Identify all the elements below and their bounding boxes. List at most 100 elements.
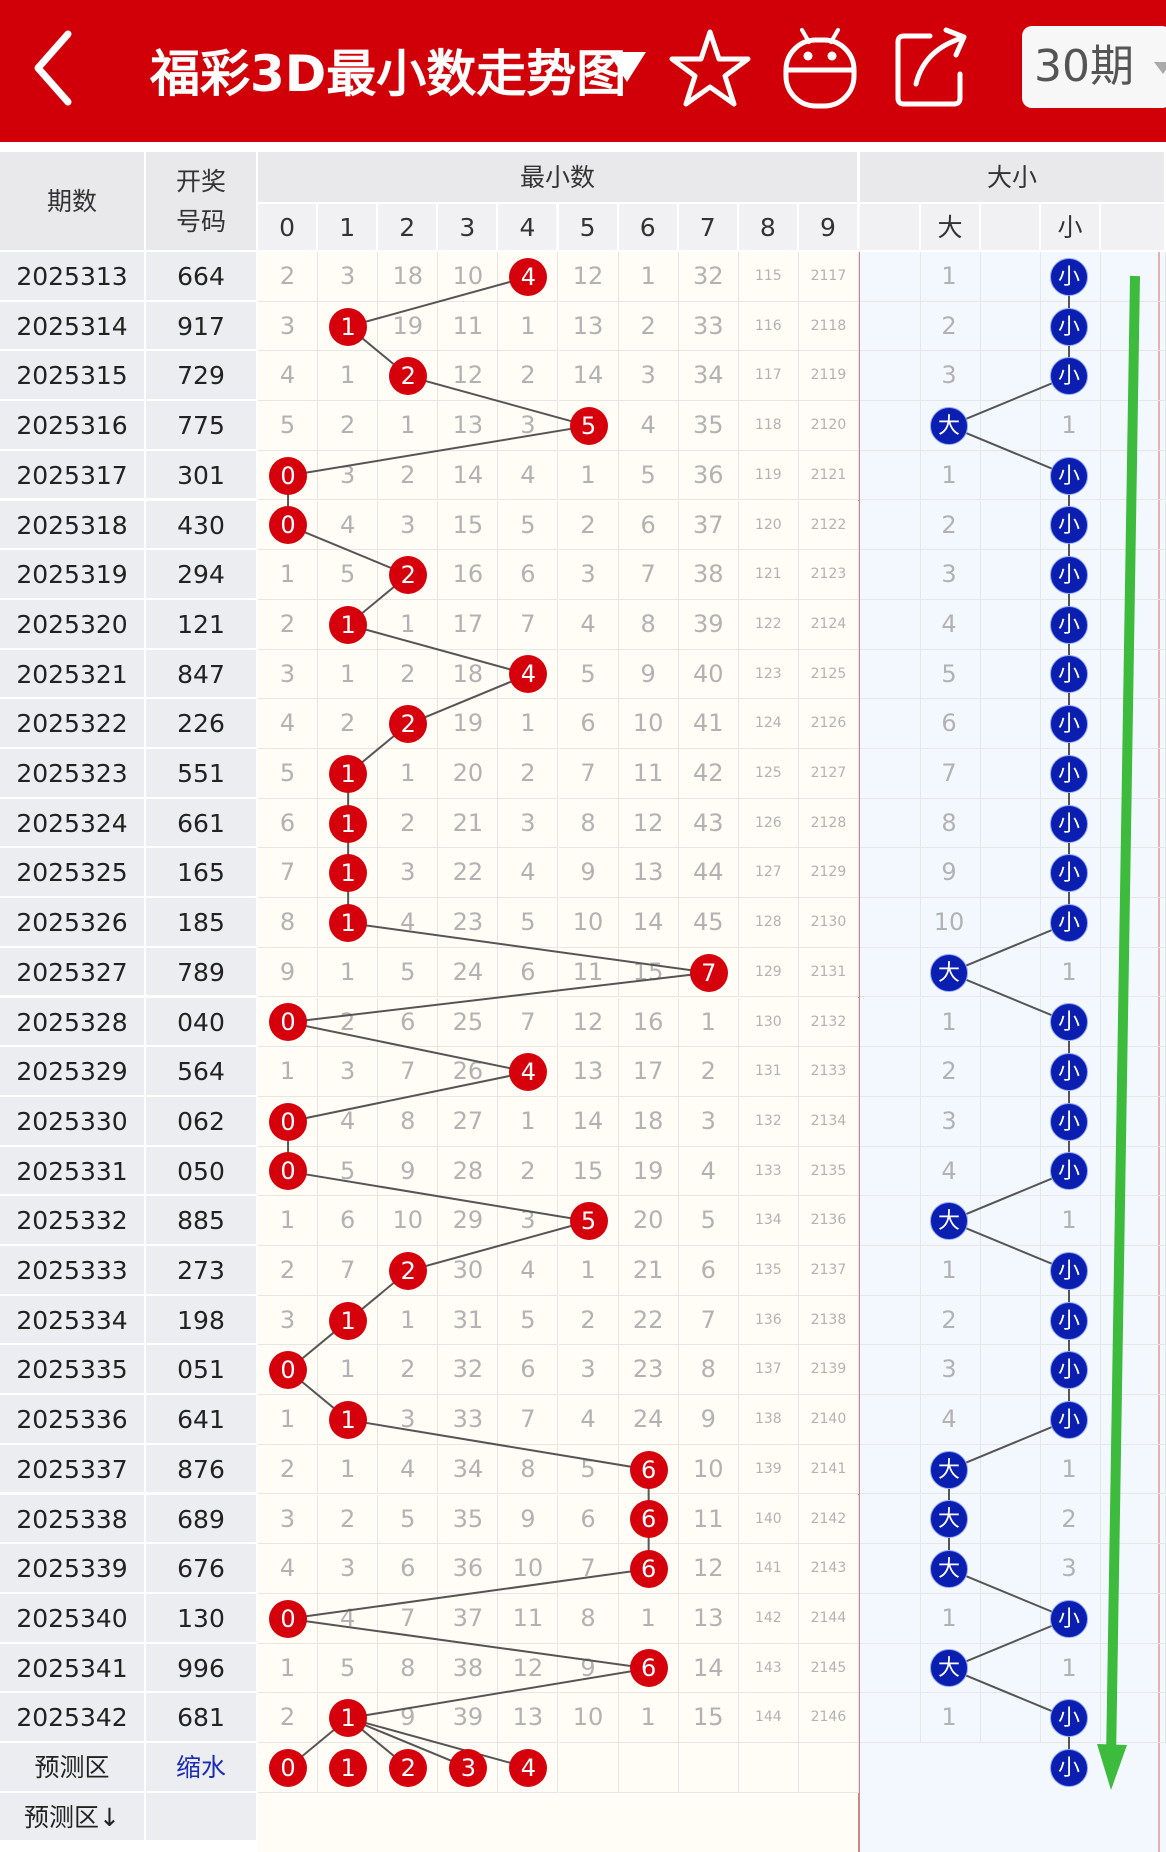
miss-cell: 3 — [378, 500, 439, 551]
miss-cell: 6 — [498, 1345, 559, 1396]
draw-cell: 273 — [146, 1246, 258, 1296]
miss-cell: 2 — [378, 1345, 439, 1396]
miss-cell: 137 — [738, 1345, 799, 1396]
miss-cell: 1 — [378, 1295, 439, 1346]
size-ball: 小 — [1050, 357, 1088, 396]
miss-cell: 2 — [378, 798, 439, 849]
size-cell — [860, 1593, 921, 1644]
size-cell — [1041, 401, 1101, 451]
miss-cell: 3 — [378, 1395, 439, 1445]
min-ball: 1 — [329, 307, 368, 346]
size-miss-cell: 7 — [941, 759, 957, 787]
forecast-shrink-link[interactable]: 缩水 — [146, 1743, 258, 1793]
miss-cell: 2133 — [798, 1047, 859, 1097]
miss-cell: 35 — [438, 1494, 499, 1545]
forecast-ball[interactable]: 1 — [329, 1748, 368, 1787]
size-cell — [1041, 550, 1101, 600]
forecast-size-ball[interactable]: 小 — [1050, 1748, 1088, 1787]
forecast-digit-cell[interactable] — [678, 1743, 739, 1793]
miss-cell: 139 — [738, 1444, 799, 1495]
size-ball: 小 — [1050, 257, 1088, 296]
miss-cell: 8 — [678, 1345, 739, 1396]
miss-cell: 5 — [318, 1146, 379, 1197]
miss-cell: 3 — [618, 351, 679, 402]
miss-cell: 7 — [318, 1246, 379, 1296]
size-cell — [1101, 1693, 1166, 1743]
miss-cell: 24 — [438, 947, 499, 998]
size-cell — [1041, 1494, 1101, 1545]
size-header-blank-2 — [981, 204, 1041, 252]
period-select[interactable]: 30期 — [1022, 26, 1166, 108]
miss-cell: 14 — [438, 450, 499, 501]
miss-cell: 134 — [738, 1196, 799, 1246]
group-min-header: 最小数 — [258, 152, 859, 204]
miss-cell: 2139 — [798, 1345, 859, 1396]
miss-cell: 2129 — [798, 848, 859, 899]
min-ball: 7 — [689, 953, 728, 992]
miss-cell: 38 — [438, 1643, 499, 1694]
forecast-digit-cell[interactable] — [618, 1743, 679, 1793]
android-icon[interactable] — [778, 22, 862, 112]
size-cell — [860, 749, 921, 799]
miss-cell: 1 — [258, 1395, 319, 1445]
miss-cell: 14 — [678, 1643, 739, 1694]
size-cell — [860, 1345, 921, 1396]
draw-cell: 775 — [146, 401, 258, 451]
star-icon[interactable] — [668, 22, 752, 112]
miss-cell: 36 — [438, 1544, 499, 1594]
forecast-digit-cell[interactable] — [738, 1743, 799, 1793]
dropdown-caret-icon[interactable] — [602, 46, 652, 86]
size-miss-cell: 6 — [941, 709, 957, 738]
miss-cell: 9 — [618, 649, 679, 700]
size-ball: 大 — [930, 406, 968, 445]
forecast-digit-cell[interactable] — [798, 1743, 859, 1793]
miss-cell: 4 — [318, 500, 379, 551]
draw-cell: 664 — [146, 252, 258, 302]
back-arrow-icon[interactable] — [28, 28, 78, 108]
forecast-digit-cell[interactable] — [558, 1743, 619, 1793]
miss-cell: 1 — [318, 1345, 379, 1396]
size-cell — [981, 947, 1041, 998]
miss-cell: 2 — [318, 1494, 379, 1545]
miss-cell: 2144 — [798, 1593, 859, 1644]
miss-cell: 20 — [618, 1196, 679, 1246]
miss-cell: 10 — [378, 1196, 439, 1246]
draw-cell: 885 — [146, 1196, 258, 1246]
draw-cell: 689 — [146, 1494, 258, 1545]
miss-cell: 1 — [678, 997, 739, 1048]
size-miss-cell: 4 — [941, 1156, 957, 1185]
miss-cell: 2121 — [798, 450, 859, 501]
miss-cell: 4 — [378, 1444, 439, 1495]
miss-cell: 130 — [738, 997, 799, 1048]
draw-cell: 876 — [146, 1444, 258, 1495]
issue-cell: 2025318 — [0, 500, 146, 551]
size-cell — [921, 252, 981, 302]
forecast-digit-cell[interactable] — [498, 1743, 559, 1793]
miss-cell: 17 — [618, 1047, 679, 1097]
miss-cell: 7 — [498, 1395, 559, 1445]
size-ball: 小 — [1050, 1053, 1088, 1092]
miss-cell: 30 — [438, 1246, 499, 1296]
forecast-draw-2 — [146, 1792, 258, 1843]
share-icon[interactable] — [890, 22, 974, 112]
forecast-ball[interactable]: 0 — [269, 1748, 308, 1787]
page-title[interactable]: 福彩3D最小数走势图 — [150, 45, 627, 103]
forecast-ball[interactable]: 2 — [389, 1748, 428, 1787]
miss-cell: 11 — [438, 301, 499, 352]
size-cell — [1101, 351, 1166, 402]
min-ball: 1 — [329, 754, 368, 793]
min-ball: 5 — [569, 406, 608, 445]
size-ball: 小 — [1050, 1599, 1088, 1638]
issue-cell: 2025332 — [0, 1196, 146, 1246]
digit-header-7: 7 — [678, 204, 739, 252]
forecast-ball[interactable]: 3 — [449, 1748, 488, 1787]
miss-cell: 24 — [618, 1395, 679, 1445]
miss-cell: 3 — [678, 1096, 739, 1147]
issue-cell: 2025335 — [0, 1345, 146, 1396]
miss-cell: 138 — [738, 1395, 799, 1445]
size-miss-cell: 1 — [1061, 957, 1077, 986]
size-cell — [921, 1494, 981, 1545]
miss-cell: 2 — [558, 500, 619, 551]
issue-cell: 2025326 — [0, 898, 146, 948]
size-cell — [1101, 599, 1166, 650]
